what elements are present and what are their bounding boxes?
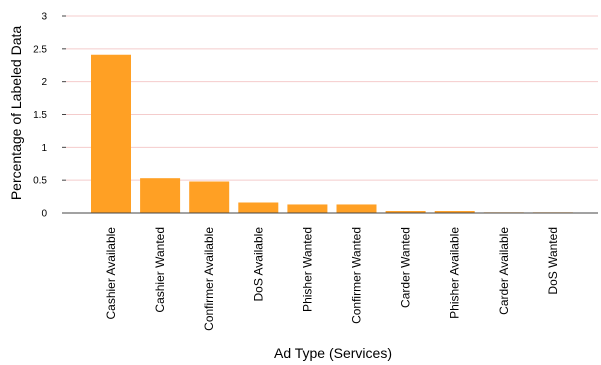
bar	[385, 211, 426, 213]
y-tick-label: 0.5	[33, 176, 47, 187]
x-tick-label: Cashier Wanted	[153, 227, 167, 313]
x-tick-label: DoS Wanted	[546, 227, 560, 295]
y-tick-label: 2.5	[33, 44, 47, 55]
y-axis-title: Percentage of Labeled Data	[8, 26, 24, 201]
gridlines	[66, 15, 598, 181]
bars	[91, 54, 573, 213]
x-tick-label: Confirmer Available	[202, 227, 216, 331]
x-tick-label: Phisher Available	[448, 227, 462, 319]
bar	[336, 204, 377, 213]
x-axis-title: Ad Type (Services)	[274, 345, 392, 361]
bar	[140, 178, 181, 213]
x-tick-label: Carder Wanted	[399, 227, 413, 308]
x-tick-label: Carder Available	[497, 227, 511, 315]
bar	[434, 211, 475, 213]
bar	[189, 181, 230, 213]
y-tick-label: 0	[41, 209, 47, 220]
y-tick-labels: 0 0.5 1 1.5 2 2.5 3	[33, 12, 47, 220]
x-tick-label: Confirmer Wanted	[350, 227, 364, 324]
x-tick-label: Cashier Available	[104, 227, 118, 320]
x-tick-labels: Cashier Available Cashier Wanted Confirmer…	[104, 227, 560, 331]
y-tick-label: 1	[41, 143, 47, 154]
y-tick-label: 2	[41, 77, 47, 88]
bar	[287, 204, 328, 213]
x-tick-label: DoS Available	[251, 227, 265, 302]
bar	[91, 54, 131, 213]
x-tick-label: Phisher Wanted	[300, 227, 314, 312]
y-tick-label: 1.5	[33, 110, 47, 121]
y-tick-label: 3	[41, 12, 47, 23]
bar	[238, 202, 279, 213]
axes	[62, 15, 598, 214]
